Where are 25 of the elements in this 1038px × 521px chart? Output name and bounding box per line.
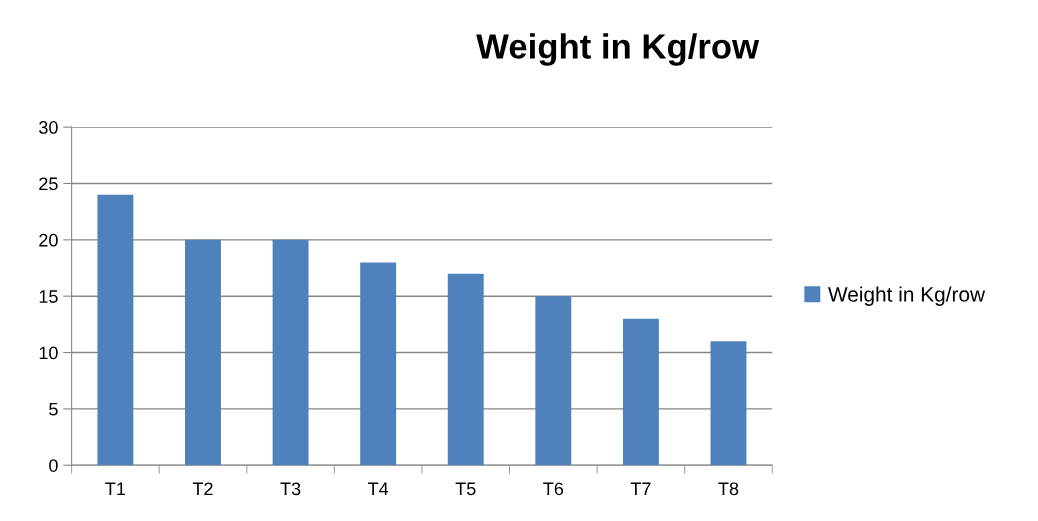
y-tick-label: 25 [39, 177, 58, 191]
bar [185, 239, 221, 466]
legend-label: Weight in Kg/row [828, 286, 986, 306]
y-tick-label: 20 [39, 233, 58, 247]
bar [272, 239, 309, 466]
bar [360, 262, 397, 466]
y-tick-label: 15 [39, 290, 58, 303]
x-tick-label: T2 [192, 482, 213, 495]
x-tick-label: T1 [105, 482, 126, 495]
x-tick-label: T3 [280, 482, 301, 496]
y-tick-label: 10 [39, 346, 58, 360]
x-tick-label: T6 [543, 482, 564, 496]
bar [535, 296, 572, 466]
x-tick-label: T4 [368, 482, 389, 495]
bar [622, 318, 659, 466]
y-tick-label: 0 [49, 459, 58, 472]
y-tick-label: 5 [49, 403, 58, 416]
y-tick-label: 30 [39, 121, 58, 134]
bar [710, 341, 747, 466]
x-tick-label: T7 [630, 482, 651, 495]
bar [447, 273, 484, 466]
chart-title: Weight in Kg/row [476, 33, 760, 66]
x-tick-label: T8 [718, 482, 739, 496]
x-tick-label: T5 [455, 482, 476, 496]
bar [97, 194, 134, 466]
